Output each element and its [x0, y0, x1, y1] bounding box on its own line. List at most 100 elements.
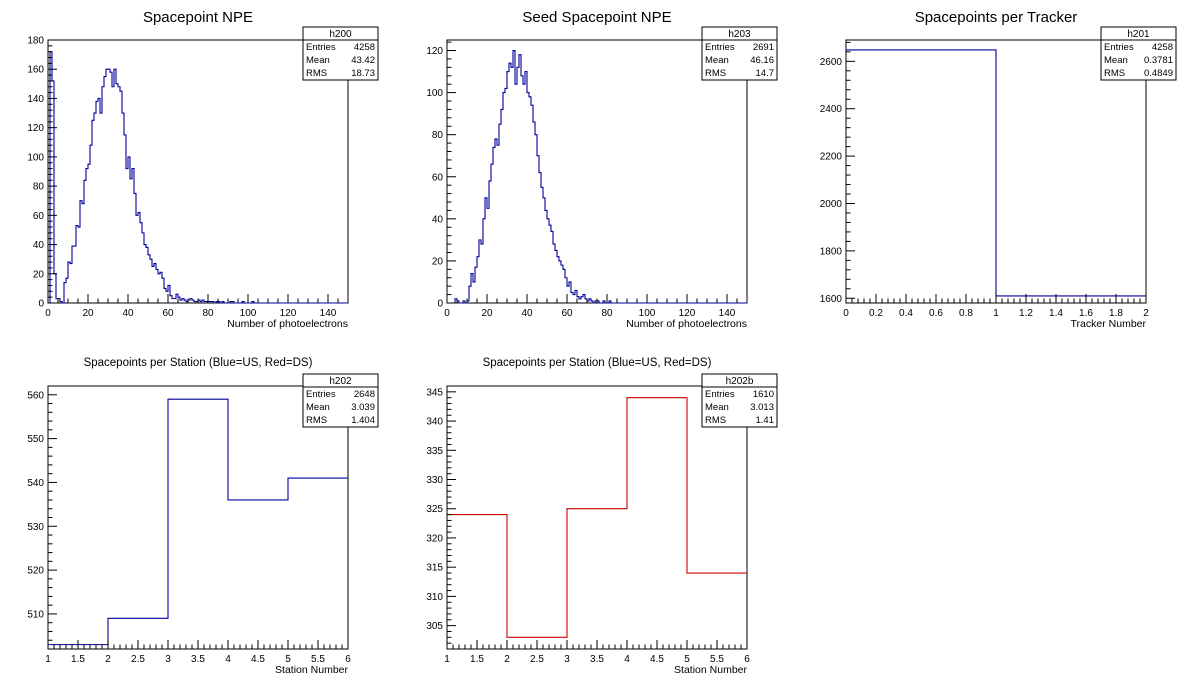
stats-row-value: 46.16	[750, 55, 774, 66]
x-tick-label: 6	[744, 654, 750, 665]
x-tick-label: 80	[601, 308, 613, 319]
x-tick-label: 1.8	[1109, 308, 1123, 319]
stats-row-label: Mean	[705, 55, 729, 66]
x-tick-label: 1.5	[71, 654, 85, 665]
y-tick-label: 520	[27, 566, 44, 577]
y-tick-label: 550	[27, 434, 44, 445]
histogram-series	[48, 398, 348, 646]
x-tick-label: 1.4	[1049, 308, 1063, 319]
x-tick-label: 4.5	[650, 654, 664, 665]
stats-row-value: 4258	[1152, 42, 1173, 53]
y-tick-label: 510	[27, 609, 44, 620]
x-tick-label: 2.5	[530, 654, 544, 665]
x-tick-label: 6	[345, 654, 351, 665]
x-tick-label: 20	[82, 308, 94, 319]
x-tick-label: 5	[285, 654, 291, 665]
x-tick-label: 4	[624, 654, 630, 665]
histogram-series	[447, 49, 747, 304]
x-tick-label: 120	[679, 308, 696, 319]
stats-row-value: 1610	[753, 389, 774, 400]
x-tick-label: 4	[225, 654, 231, 665]
y-tick-label: 530	[27, 522, 44, 533]
stats-row-label: RMS	[705, 415, 726, 426]
chart-title: Spacepoints per Tracker	[915, 9, 1078, 26]
stats-box	[1100, 26, 1177, 81]
x-tick-label: 2.5	[131, 654, 145, 665]
stats-row-value: 1.41	[756, 415, 775, 426]
x-tick-label: 120	[280, 308, 297, 319]
x-tick-label: 0	[45, 308, 51, 319]
x-tick-label: 0.4	[899, 308, 913, 319]
x-tick-label: 4.5	[251, 654, 265, 665]
y-tick-label: 140	[27, 94, 44, 105]
y-tick-label: 0	[38, 299, 44, 310]
stats-row-label: Mean	[705, 402, 729, 413]
y-tick-label: 120	[426, 46, 443, 57]
y-tick-label: 320	[426, 533, 443, 544]
y-tick-label: 80	[33, 182, 45, 193]
x-tick-label: 100	[240, 308, 257, 319]
stats-row-value: 1.404	[351, 415, 375, 426]
stats-row-value: 43.42	[351, 55, 375, 66]
y-tick-label: 340	[426, 417, 443, 428]
x-axis-label: Station Number	[674, 664, 747, 676]
x-axis-label: Tracker Number	[1071, 318, 1147, 330]
chart-title: Spacepoints per Station (Blue=US, Red=DS…	[483, 357, 712, 369]
stats-box-name: h202	[329, 376, 352, 387]
stats-box	[302, 373, 379, 428]
y-tick-label: 310	[426, 592, 443, 603]
y-tick-label: 20	[432, 256, 444, 267]
y-tick-label: 335	[426, 446, 443, 457]
pad-spacepoints-per-station-us: Spacepoints per Station (Blue=US, Red=DS…	[27, 357, 379, 676]
stats-box	[302, 26, 379, 81]
x-tick-label: 0	[843, 308, 849, 319]
x-tick-label: 40	[122, 308, 134, 319]
x-tick-label: 2	[105, 654, 111, 665]
y-tick-label: 560	[27, 390, 44, 401]
y-tick-label: 325	[426, 504, 443, 515]
stats-box	[701, 26, 778, 81]
x-tick-label: 5.5	[311, 654, 325, 665]
x-tick-label: 2	[504, 654, 510, 665]
stats-row-label: Entries	[705, 389, 735, 400]
x-tick-label: 40	[521, 308, 533, 319]
x-tick-label: 140	[320, 308, 337, 319]
chart-title: Seed Spacepoint NPE	[522, 9, 671, 26]
stats-row-value: 14.7	[756, 68, 775, 79]
stats-row-label: Entries	[1104, 42, 1134, 53]
stats-row-label: Entries	[306, 389, 336, 400]
stats-box-name: h202b	[726, 376, 754, 387]
stats-row-label: RMS	[306, 415, 327, 426]
x-tick-label: 0.8	[959, 308, 973, 319]
stats-box-name: h200	[329, 29, 352, 40]
x-tick-label: 0.6	[929, 308, 943, 319]
x-tick-label: 0	[444, 308, 450, 319]
x-tick-label: 140	[719, 308, 736, 319]
stats-row-value: 2648	[354, 389, 375, 400]
y-tick-label: 305	[426, 621, 443, 632]
y-tick-label: 330	[426, 475, 443, 486]
chart-title: Spacepoint NPE	[143, 9, 253, 26]
y-tick-label: 60	[432, 172, 444, 183]
stats-row-label: Entries	[705, 42, 735, 53]
chart-title: Spacepoints per Station (Blue=US, Red=DS…	[84, 357, 313, 369]
stats-row-label: Mean	[1104, 55, 1128, 66]
stats-box-name: h201	[1127, 29, 1150, 40]
stats-row-label: RMS	[705, 68, 726, 79]
y-tick-label: 80	[432, 130, 444, 141]
y-tick-label: 2600	[820, 57, 843, 68]
histogram-series	[48, 51, 348, 304]
pad-spacepoint-npe: Spacepoint NPE 0 20 40 60 80 100 120 140 160 180 0 2…	[27, 9, 379, 330]
x-tick-label: 1	[444, 654, 450, 665]
x-tick-label: 60	[561, 308, 573, 319]
stats-row-label: RMS	[306, 68, 327, 79]
x-tick-label: 100	[639, 308, 656, 319]
y-tick-label: 1600	[820, 294, 843, 305]
stats-row-value: 3.039	[351, 402, 375, 413]
pad-spacepoints-per-station-ds: Spacepoints per Station (Blue=US, Red=DS…	[426, 357, 778, 676]
x-tick-label: 1.6	[1079, 308, 1093, 319]
stats-row-value: 3.013	[750, 402, 774, 413]
x-tick-label: 5	[684, 654, 690, 665]
y-tick-label: 0	[437, 299, 443, 310]
